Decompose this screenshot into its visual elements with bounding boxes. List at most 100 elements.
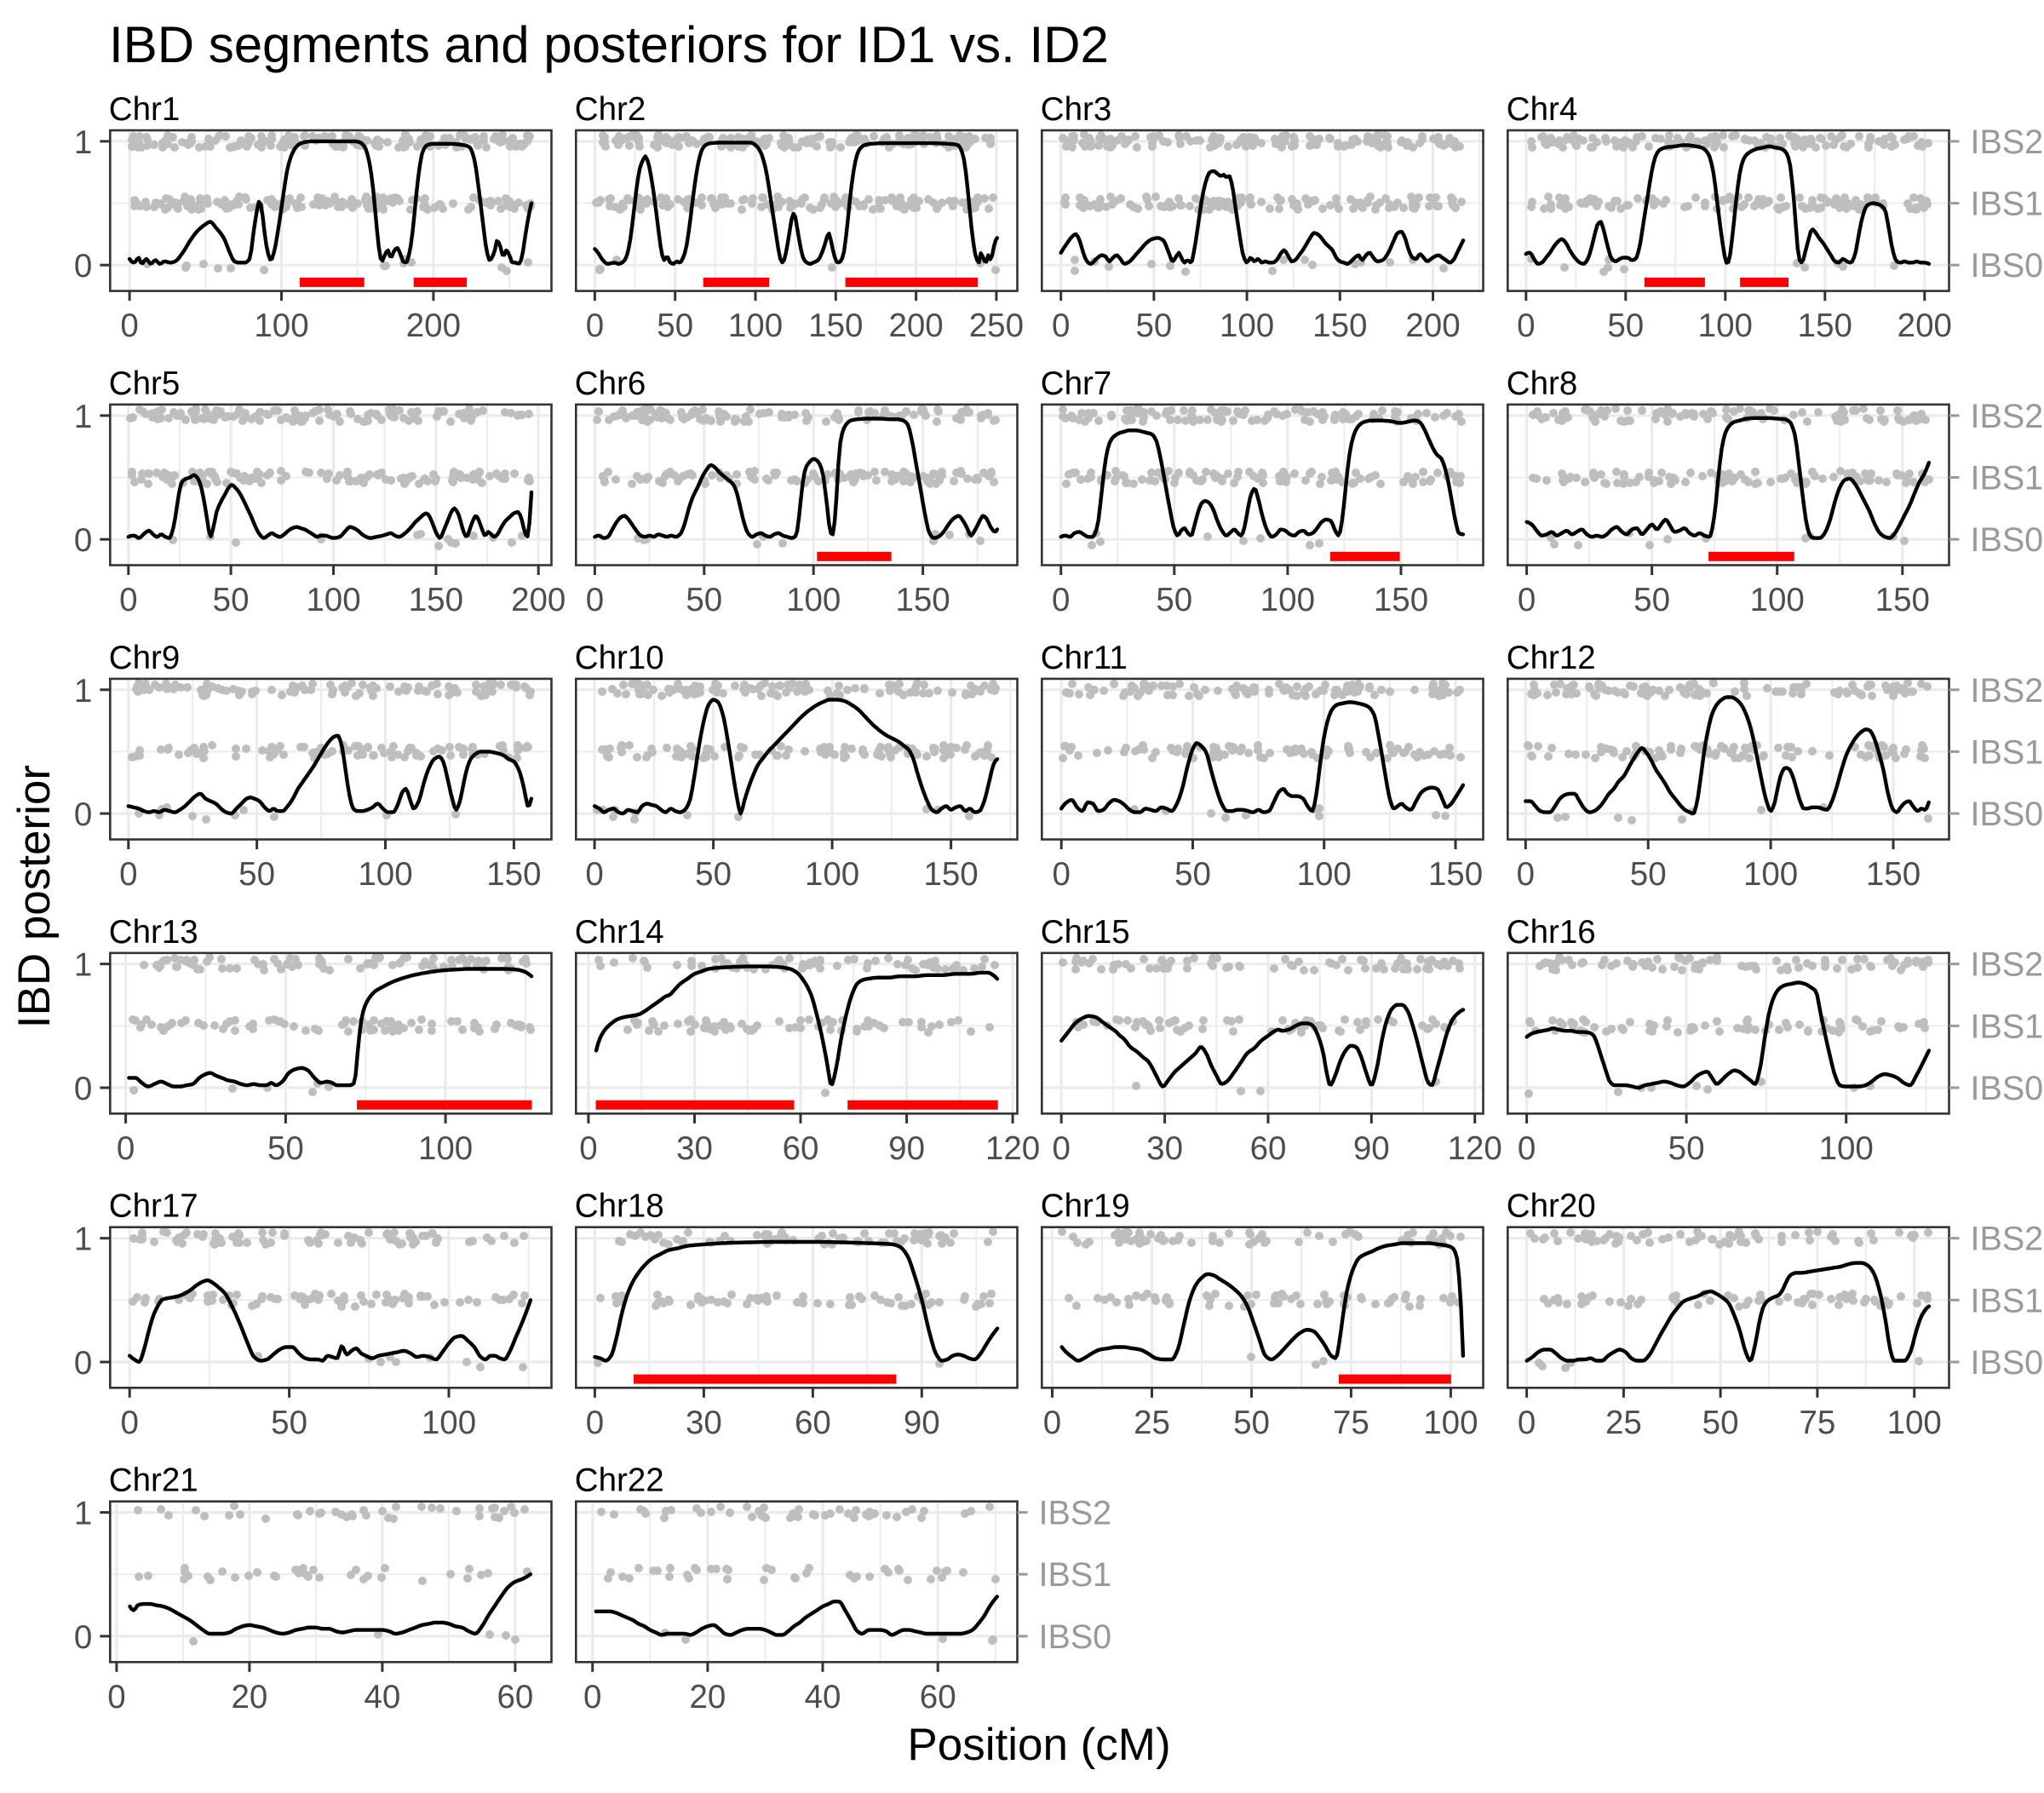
svg-text:20: 20 — [231, 1679, 267, 1715]
svg-text:1: 1 — [74, 399, 92, 435]
svg-text:40: 40 — [805, 1679, 841, 1715]
svg-text:40: 40 — [364, 1679, 400, 1715]
svg-text:0: 0 — [1517, 307, 1535, 344]
svg-text:100: 100 — [418, 1130, 473, 1167]
svg-text:50: 50 — [1633, 582, 1670, 618]
svg-text:1: 1 — [74, 124, 92, 161]
svg-text:150: 150 — [1866, 856, 1921, 893]
svg-text:Chr22: Chr22 — [575, 1463, 664, 1499]
svg-text:75: 75 — [1799, 1405, 1835, 1441]
svg-text:0: 0 — [1043, 1405, 1061, 1441]
svg-text:30: 30 — [1146, 1130, 1183, 1167]
svg-text:100: 100 — [1887, 1405, 1942, 1441]
svg-text:50: 50 — [1607, 307, 1644, 344]
svg-text:1: 1 — [74, 947, 92, 984]
svg-text:IBS1: IBS1 — [1039, 1556, 1112, 1594]
svg-text:0: 0 — [119, 856, 137, 893]
svg-text:100: 100 — [786, 582, 841, 618]
svg-text:IBS1: IBS1 — [1971, 1282, 2044, 1319]
svg-text:25: 25 — [1605, 1405, 1642, 1441]
svg-text:0: 0 — [74, 1071, 92, 1107]
svg-text:0: 0 — [583, 1679, 601, 1715]
svg-text:50: 50 — [1233, 1405, 1270, 1441]
svg-text:Chr20: Chr20 — [1507, 1188, 1596, 1225]
svg-text:IBS2: IBS2 — [1971, 124, 2044, 161]
svg-text:50: 50 — [1668, 1130, 1705, 1167]
svg-text:0: 0 — [74, 248, 92, 284]
svg-text:100: 100 — [1260, 582, 1315, 618]
svg-text:60: 60 — [783, 1130, 819, 1167]
svg-text:50: 50 — [686, 582, 722, 618]
svg-text:150: 150 — [895, 582, 950, 618]
svg-text:100: 100 — [1423, 1405, 1478, 1441]
svg-text:100: 100 — [358, 856, 412, 893]
svg-text:Chr9: Chr9 — [109, 640, 180, 676]
svg-text:IBS2: IBS2 — [1971, 946, 2044, 984]
svg-text:150: 150 — [1312, 307, 1367, 344]
svg-text:200: 200 — [888, 307, 943, 344]
svg-text:Chr10: Chr10 — [575, 640, 664, 676]
svg-text:50: 50 — [1156, 582, 1192, 618]
svg-text:0: 0 — [579, 1130, 597, 1167]
svg-text:100: 100 — [1743, 856, 1798, 893]
svg-text:IBS1: IBS1 — [1971, 1008, 2044, 1045]
svg-text:50: 50 — [238, 856, 275, 893]
svg-text:50: 50 — [1702, 1405, 1739, 1441]
svg-text:0: 0 — [586, 582, 604, 618]
svg-text:IBS2: IBS2 — [1971, 398, 2044, 435]
svg-text:IBS0: IBS0 — [1971, 1070, 2044, 1107]
svg-text:120: 120 — [985, 1130, 1040, 1167]
svg-text:Chr4: Chr4 — [1507, 91, 1577, 128]
svg-text:200: 200 — [1405, 307, 1460, 344]
svg-text:Chr3: Chr3 — [1041, 91, 1111, 128]
svg-text:IBS2: IBS2 — [1971, 672, 2044, 710]
svg-text:100: 100 — [728, 307, 783, 344]
svg-text:20: 20 — [689, 1679, 726, 1715]
svg-text:90: 90 — [1353, 1130, 1390, 1167]
svg-text:0: 0 — [74, 1345, 92, 1382]
svg-text:0: 0 — [120, 1405, 138, 1441]
svg-text:100: 100 — [805, 856, 859, 893]
svg-text:Chr12: Chr12 — [1507, 640, 1596, 676]
svg-text:50: 50 — [695, 856, 732, 893]
svg-text:IBS1: IBS1 — [1971, 733, 2044, 771]
svg-text:Chr5: Chr5 — [109, 365, 180, 402]
svg-text:0: 0 — [1052, 582, 1070, 618]
svg-text:100: 100 — [1750, 582, 1805, 618]
svg-text:150: 150 — [409, 582, 463, 618]
svg-text:200: 200 — [1898, 307, 1952, 344]
svg-text:30: 30 — [686, 1405, 722, 1441]
svg-text:250: 250 — [969, 307, 1024, 344]
svg-text:Chr15: Chr15 — [1041, 914, 1130, 951]
svg-text:0: 0 — [1518, 582, 1536, 618]
svg-text:50: 50 — [213, 582, 250, 618]
svg-text:150: 150 — [923, 856, 978, 893]
svg-text:IBS0: IBS0 — [1971, 521, 2044, 559]
svg-text:Chr19: Chr19 — [1041, 1188, 1130, 1225]
svg-text:0: 0 — [120, 307, 138, 344]
svg-text:0: 0 — [586, 1405, 604, 1441]
svg-text:200: 200 — [511, 582, 566, 618]
svg-text:1: 1 — [74, 1496, 92, 1532]
svg-text:Chr13: Chr13 — [109, 914, 198, 951]
svg-text:Chr2: Chr2 — [575, 91, 646, 128]
svg-text:0: 0 — [107, 1679, 125, 1715]
svg-text:150: 150 — [486, 856, 541, 893]
svg-text:IBS1: IBS1 — [1971, 186, 2044, 223]
svg-text:0: 0 — [1052, 856, 1070, 893]
svg-text:0: 0 — [585, 856, 603, 893]
svg-text:100: 100 — [1819, 1130, 1874, 1167]
svg-text:150: 150 — [1798, 307, 1852, 344]
svg-text:Chr7: Chr7 — [1041, 365, 1111, 402]
svg-text:50: 50 — [657, 307, 693, 344]
svg-text:100: 100 — [1220, 307, 1274, 344]
svg-text:IBD segments and posteriors fo: IBD segments and posteriors for ID1 vs. … — [109, 16, 1109, 73]
svg-text:60: 60 — [795, 1405, 831, 1441]
svg-text:0: 0 — [117, 1130, 135, 1167]
svg-text:0: 0 — [74, 1619, 92, 1656]
svg-text:0: 0 — [1518, 1405, 1536, 1441]
svg-text:0: 0 — [586, 307, 604, 344]
svg-text:100: 100 — [254, 307, 308, 344]
svg-text:IBS0: IBS0 — [1971, 1344, 2044, 1382]
svg-text:50: 50 — [271, 1405, 307, 1441]
